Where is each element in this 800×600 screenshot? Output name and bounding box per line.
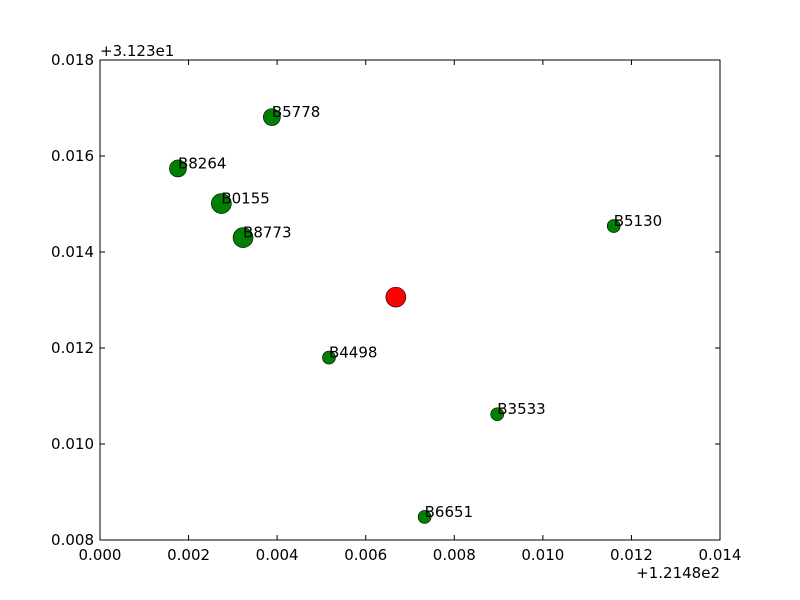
x-tick-label: 0.010 xyxy=(521,546,564,564)
point-label-b3533: B3533 xyxy=(497,400,545,418)
y-tick-label: 0.012 xyxy=(51,339,94,357)
data-point-b5130 xyxy=(606,219,621,233)
x-tick-label: 0.008 xyxy=(433,546,476,564)
point-label-b8264: B8264 xyxy=(178,154,226,172)
point-label-b8773: B8773 xyxy=(243,224,291,242)
y-tick-label: 0.018 xyxy=(51,51,94,69)
x-tick-label: 0.006 xyxy=(344,546,387,564)
data-point-b0155 xyxy=(211,193,232,214)
y-tick-label: 0.014 xyxy=(51,243,94,261)
x-tick-label: 0.014 xyxy=(699,546,742,564)
plot-frame xyxy=(99,59,721,541)
highlight-point xyxy=(385,286,407,308)
point-label-b5778: B5778 xyxy=(272,103,320,121)
y-tick-label: 0.016 xyxy=(51,147,94,165)
x-tick-label: 0.000 xyxy=(79,546,122,564)
x-tick-label: 0.002 xyxy=(167,546,210,564)
ticks-layer: 0.000 0.002 0.004 0.006 0.008 0.010 0.012 0.014… xyxy=(51,51,741,564)
y-tick-label: 0.008 xyxy=(51,531,94,549)
data-point-b4498 xyxy=(322,350,336,365)
data-point-b3533 xyxy=(490,407,505,422)
points-layer: B5778 B8264 B0155 B8773 B5130 B4498 B3533 B6651 xyxy=(169,103,662,524)
data-point-b6651 xyxy=(417,510,432,524)
x-tick-label: 0.012 xyxy=(610,546,653,564)
y-tick-label: 0.010 xyxy=(51,435,94,453)
point-label-b0155: B0155 xyxy=(221,190,269,208)
y-offset-label: +3.123e1 xyxy=(100,42,174,60)
point-label-b6651: B6651 xyxy=(425,503,473,521)
x-tick-label: 0.004 xyxy=(256,546,299,564)
data-point-b5778 xyxy=(263,108,281,126)
data-point-b8773 xyxy=(232,227,254,248)
data-point-b8264 xyxy=(169,159,187,178)
point-label-b5130: B5130 xyxy=(614,212,662,230)
x-offset-label: +1.2148e2 xyxy=(636,564,720,582)
point-label-b4498: B4498 xyxy=(329,344,377,362)
